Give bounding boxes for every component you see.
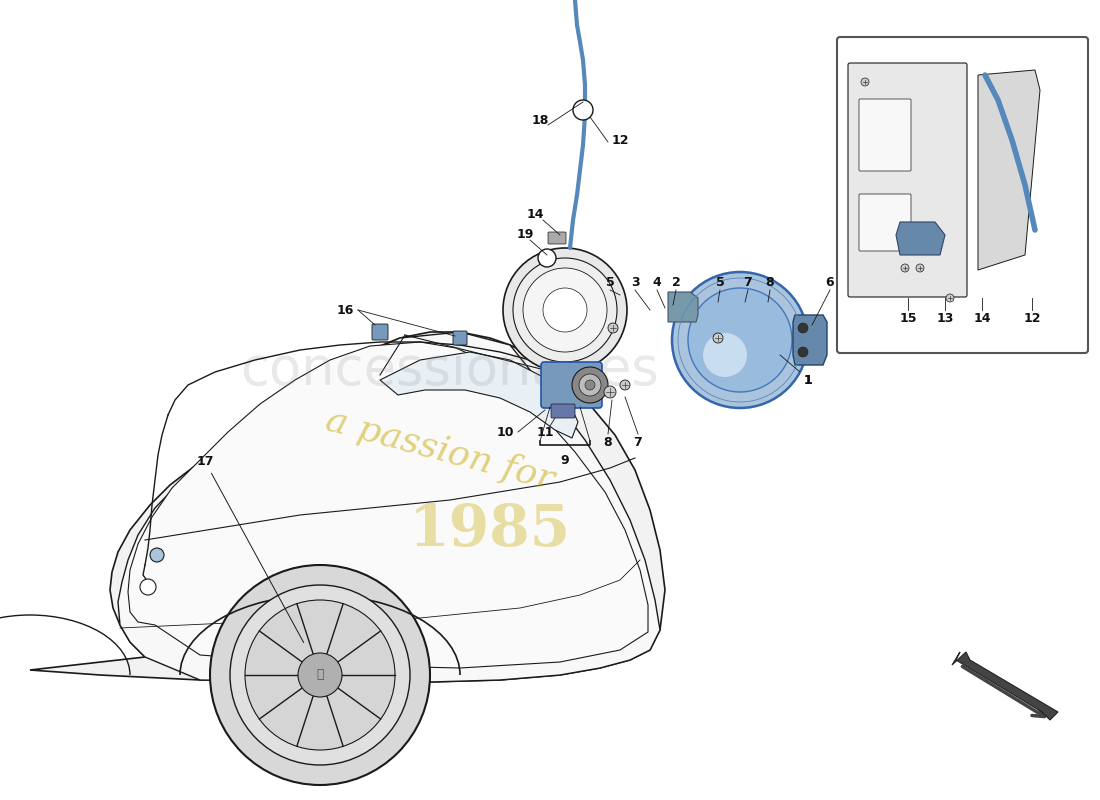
Circle shape [672, 272, 808, 408]
Text: 8: 8 [766, 275, 774, 289]
Circle shape [543, 288, 587, 332]
Circle shape [713, 333, 723, 343]
FancyBboxPatch shape [848, 63, 967, 297]
Text: 18: 18 [531, 114, 549, 126]
FancyBboxPatch shape [837, 37, 1088, 353]
Text: 10: 10 [496, 426, 514, 438]
Polygon shape [978, 70, 1040, 270]
Text: 7: 7 [634, 435, 642, 449]
FancyBboxPatch shape [859, 194, 911, 251]
Circle shape [604, 386, 616, 398]
Polygon shape [896, 222, 945, 255]
Text: 19: 19 [516, 229, 534, 242]
Text: 1985: 1985 [409, 502, 571, 558]
Text: 13: 13 [936, 311, 954, 325]
Text: 1: 1 [804, 374, 813, 386]
Polygon shape [128, 342, 648, 668]
Circle shape [150, 548, 164, 562]
Text: 9: 9 [561, 454, 570, 466]
FancyBboxPatch shape [859, 99, 911, 171]
Circle shape [140, 579, 156, 595]
Text: 14: 14 [974, 311, 991, 325]
Polygon shape [668, 292, 698, 322]
Text: 11: 11 [537, 426, 553, 438]
Circle shape [245, 600, 395, 750]
Text: 15: 15 [900, 311, 916, 325]
Circle shape [503, 248, 627, 372]
Circle shape [585, 380, 595, 390]
Circle shape [901, 264, 909, 272]
Text: 3: 3 [630, 275, 639, 289]
Polygon shape [379, 352, 578, 438]
Circle shape [798, 347, 808, 357]
Circle shape [513, 258, 617, 362]
Text: 1: 1 [804, 374, 813, 386]
Polygon shape [30, 332, 666, 682]
Text: 14: 14 [526, 209, 543, 222]
FancyBboxPatch shape [548, 232, 566, 244]
Circle shape [688, 288, 792, 392]
Circle shape [230, 585, 410, 765]
Polygon shape [793, 315, 827, 365]
Circle shape [298, 653, 342, 697]
Circle shape [538, 249, 556, 267]
Circle shape [861, 78, 869, 86]
Circle shape [573, 100, 593, 120]
FancyBboxPatch shape [541, 362, 602, 408]
Circle shape [608, 323, 618, 333]
Circle shape [210, 565, 430, 785]
Text: 17: 17 [196, 455, 304, 642]
Circle shape [798, 323, 808, 333]
Text: 5: 5 [716, 275, 725, 289]
Text: 8: 8 [604, 435, 613, 449]
Circle shape [916, 264, 924, 272]
Text: 12: 12 [1023, 311, 1041, 325]
Circle shape [572, 367, 608, 403]
Text: 5: 5 [606, 275, 615, 289]
Text: 4: 4 [652, 275, 661, 289]
Text: 16: 16 [337, 303, 354, 317]
Polygon shape [952, 652, 1058, 720]
Text: 2: 2 [672, 275, 681, 289]
Circle shape [946, 294, 954, 302]
Circle shape [703, 333, 747, 377]
Circle shape [579, 374, 601, 396]
FancyBboxPatch shape [551, 404, 575, 418]
FancyBboxPatch shape [453, 331, 468, 345]
Circle shape [620, 380, 630, 390]
Text: Ⓕ: Ⓕ [317, 669, 323, 682]
Text: concessionaires: concessionaires [241, 344, 659, 396]
Polygon shape [118, 332, 660, 682]
Text: a passion for: a passion for [322, 403, 558, 497]
Circle shape [522, 268, 607, 352]
Text: 12: 12 [612, 134, 629, 146]
Text: 6: 6 [826, 275, 834, 289]
Text: 7: 7 [744, 275, 752, 289]
FancyBboxPatch shape [372, 324, 388, 340]
